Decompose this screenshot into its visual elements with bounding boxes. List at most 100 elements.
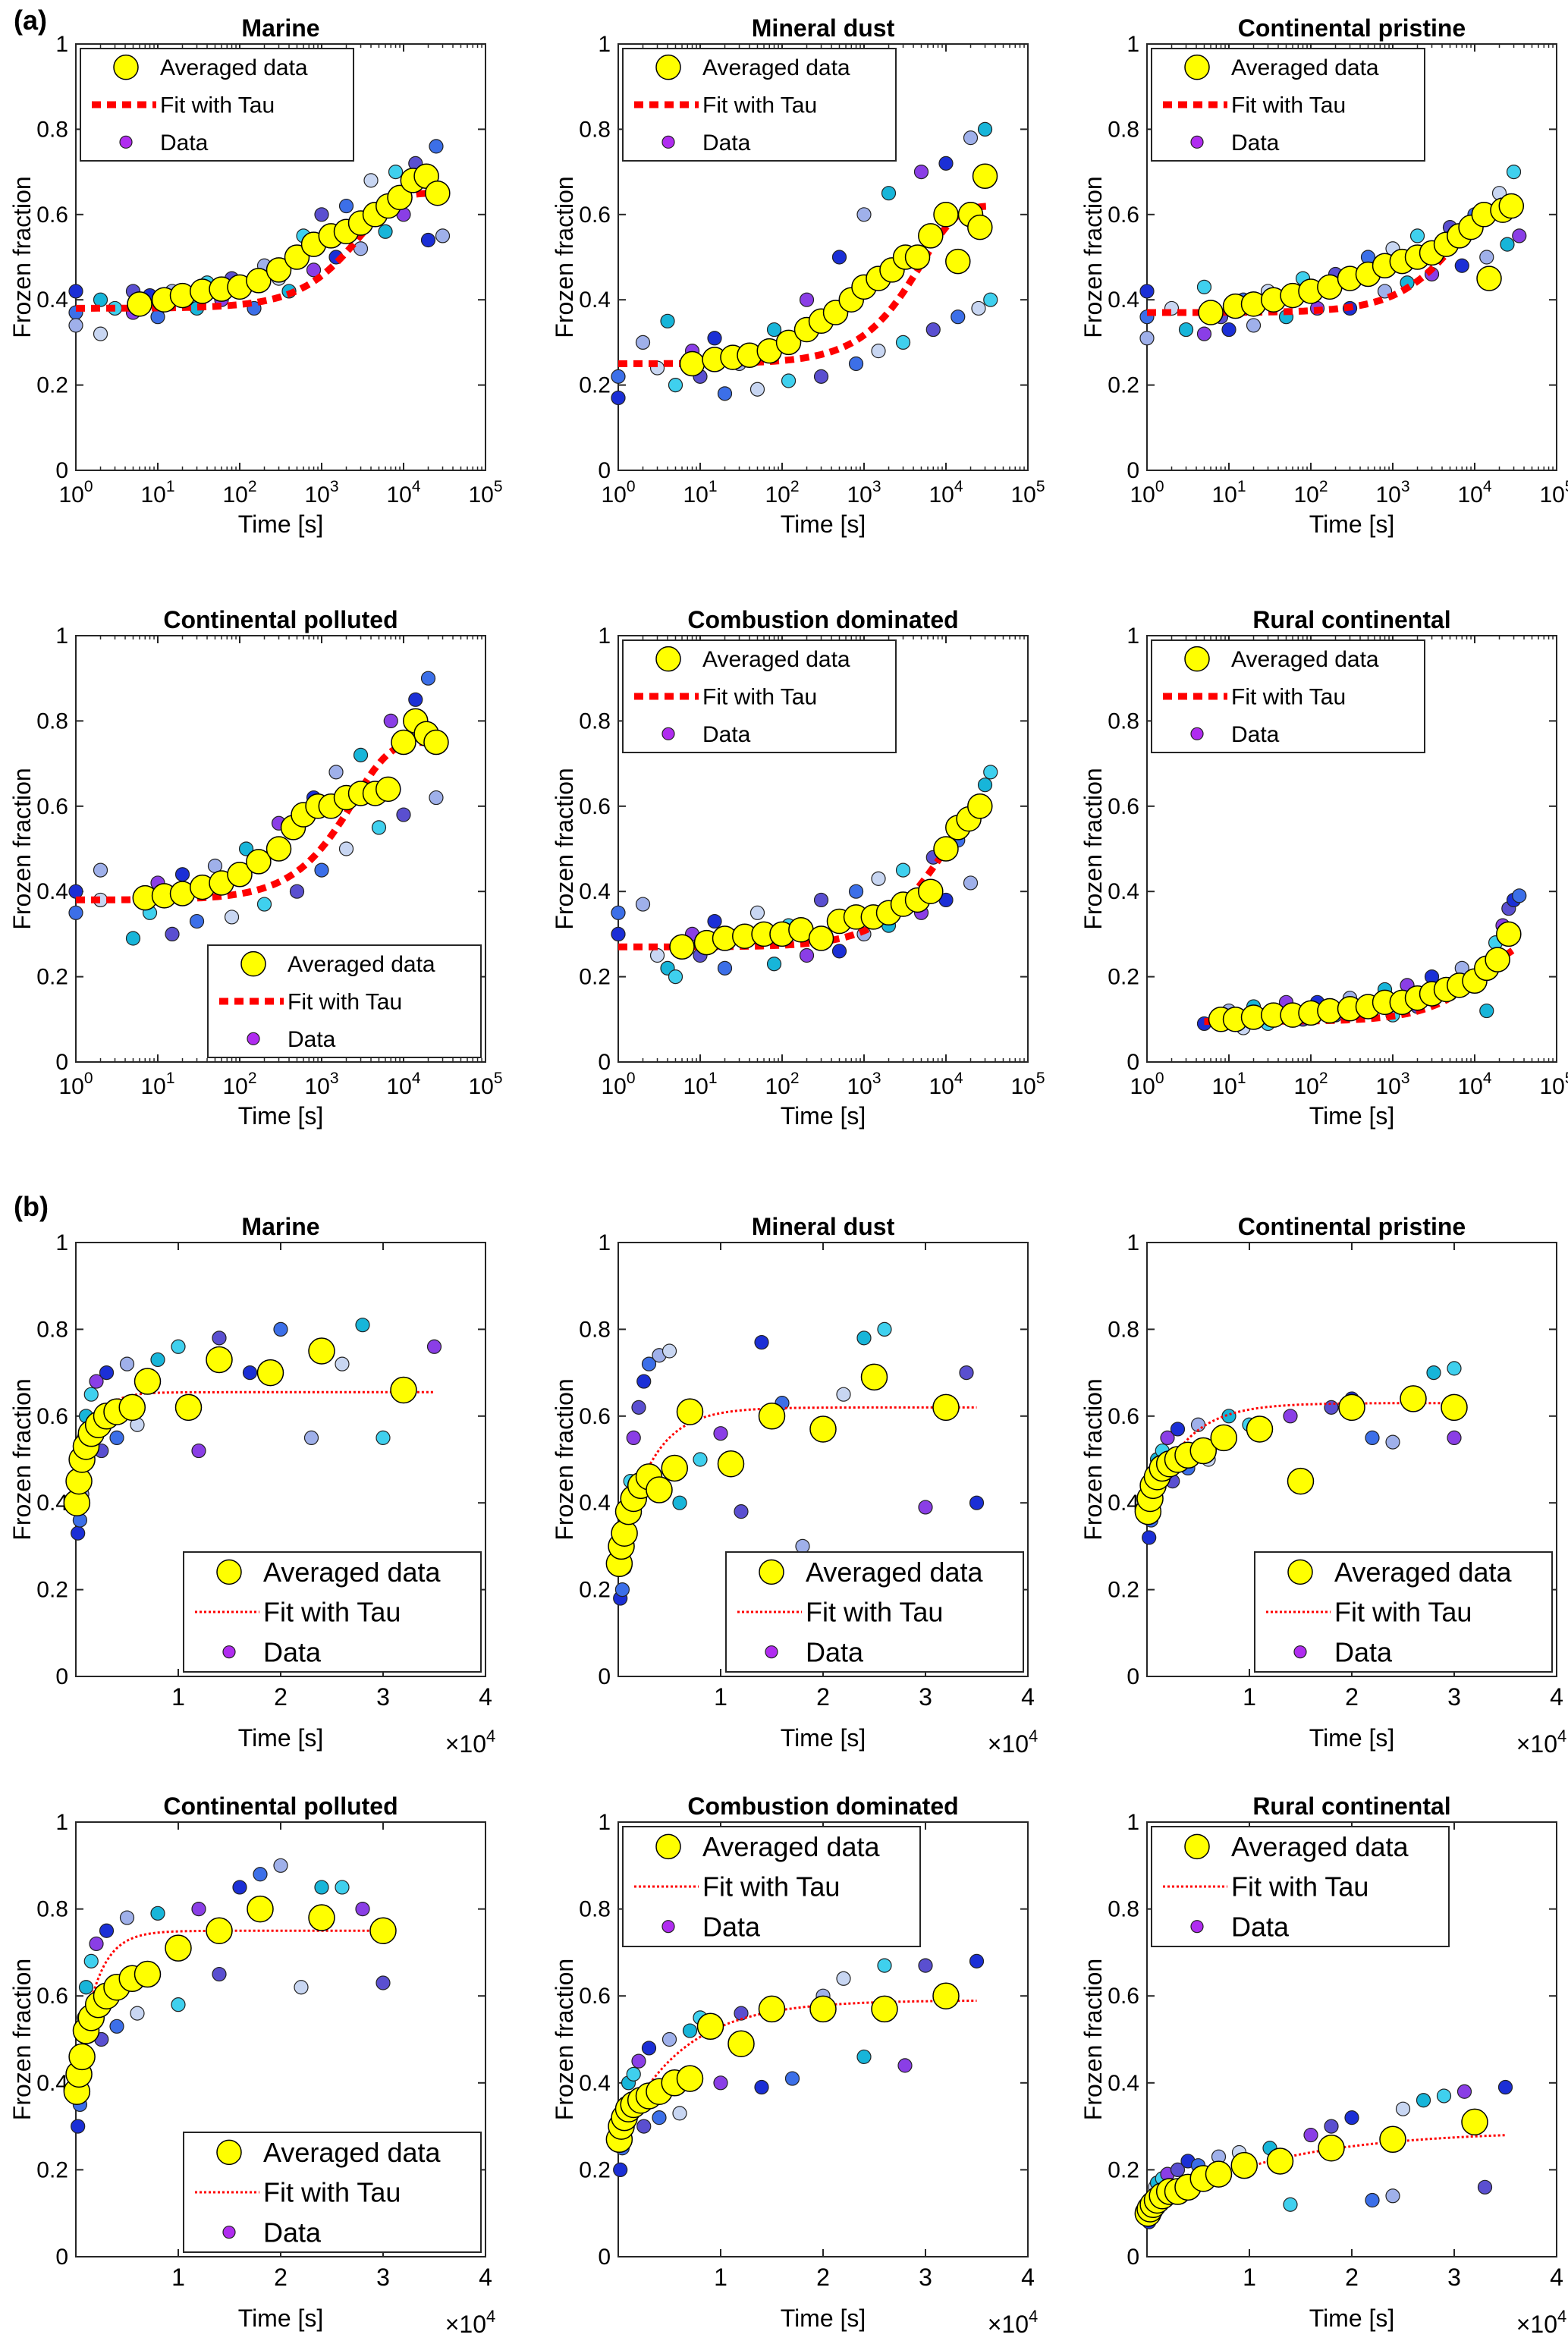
y-tick-label: 0 bbox=[1127, 1664, 1139, 1689]
y-tick-label: 0.4 bbox=[36, 2071, 68, 2096]
data-point bbox=[273, 1321, 288, 1337]
y-tick-label: 0.8 bbox=[579, 708, 611, 734]
averaged-point bbox=[972, 163, 998, 189]
legend-fit-label: Fit with Tau bbox=[702, 685, 817, 710]
data-point bbox=[707, 913, 722, 929]
x-tick-label-exponent: 0 bbox=[627, 1070, 636, 1087]
averaged-point bbox=[256, 1359, 284, 1387]
x-tick-label-base: 10 bbox=[601, 1074, 626, 1099]
averaged-point bbox=[134, 1368, 162, 1395]
x-tick-label: 104 bbox=[1457, 1070, 1491, 1099]
averaged-point bbox=[308, 1904, 335, 1931]
legend-data-marker bbox=[1190, 727, 1204, 740]
x-axis-multiplier-exponent: 4 bbox=[1557, 1726, 1566, 1745]
data-point bbox=[784, 2071, 800, 2086]
y-tick-label: 0 bbox=[55, 2245, 68, 2270]
data-point bbox=[314, 207, 329, 222]
averaged-point bbox=[246, 849, 272, 875]
y-tick-label: 0 bbox=[55, 1050, 68, 1075]
data-point bbox=[338, 841, 354, 856]
y-tick-label: 0.4 bbox=[1108, 1491, 1139, 1516]
legend-data-marker bbox=[661, 135, 675, 149]
data-point bbox=[717, 386, 733, 401]
legend-averaged-marker bbox=[1184, 1833, 1210, 1860]
x-tick-label: 4 bbox=[1550, 1683, 1563, 1711]
legend: Averaged data Fit with Tau Data bbox=[622, 639, 897, 753]
x-tick-label-base: 10 bbox=[1539, 1074, 1564, 1099]
chart-title: Marine bbox=[241, 14, 319, 42]
x-tick-label-exponent: 0 bbox=[84, 1070, 93, 1087]
y-tick-label: 0.4 bbox=[36, 287, 68, 313]
data-point bbox=[649, 947, 665, 963]
x-axis-label: Time [s] bbox=[781, 2305, 866, 2332]
averaged-point bbox=[904, 244, 931, 270]
data-point bbox=[693, 1452, 708, 1467]
data-point bbox=[959, 1365, 974, 1381]
x-tick-label: 101 bbox=[140, 1070, 174, 1099]
data-point bbox=[125, 931, 141, 946]
y-tick-label: 0.4 bbox=[36, 879, 68, 904]
x-tick-label-base: 10 bbox=[386, 482, 411, 507]
data-point bbox=[353, 747, 369, 762]
data-point bbox=[626, 1430, 641, 1446]
averaged-point bbox=[1338, 1393, 1365, 1422]
x-tick-label-exponent: 4 bbox=[1483, 1070, 1492, 1087]
data-point bbox=[848, 884, 864, 899]
data-point bbox=[1477, 2179, 1493, 2195]
x-tick-label: 104 bbox=[386, 478, 420, 507]
averaged-point bbox=[165, 1934, 192, 1962]
x-tick-label-base: 10 bbox=[765, 482, 790, 507]
data-point bbox=[983, 765, 998, 780]
data-point bbox=[78, 1980, 94, 1995]
x-tick-label: 103 bbox=[847, 478, 881, 507]
data-point bbox=[635, 897, 651, 912]
data-point bbox=[99, 1365, 115, 1381]
data-point bbox=[871, 871, 886, 886]
averaged-point bbox=[871, 1995, 898, 2023]
data-point bbox=[836, 1971, 851, 1986]
y-tick-label: 0.8 bbox=[1108, 117, 1139, 142]
data-point bbox=[668, 969, 683, 985]
x-tick-label-base: 10 bbox=[1539, 482, 1564, 507]
legend-fit-label: Fit with Tau bbox=[806, 1597, 943, 1628]
averaged-point bbox=[918, 878, 944, 904]
y-axis-label: Frozen fraction bbox=[8, 768, 36, 929]
x-tick-label: 101 bbox=[683, 478, 717, 507]
y-tick-label: 0.6 bbox=[1108, 1404, 1139, 1429]
data-point bbox=[1426, 1365, 1441, 1381]
x-tick-label: 4 bbox=[479, 2264, 492, 2291]
averaged-point bbox=[1476, 265, 1502, 291]
data-point bbox=[799, 947, 815, 963]
x-tick-label-exponent: 1 bbox=[1237, 478, 1246, 495]
data-points bbox=[71, 1858, 391, 2134]
x-tick-label-exponent: 4 bbox=[412, 1070, 421, 1087]
averaged-point bbox=[933, 202, 959, 228]
panel-label-b: (b) bbox=[14, 1191, 49, 1222]
y-tick-label: 0.4 bbox=[1108, 2071, 1139, 2096]
x-tick-label-base: 10 bbox=[929, 1074, 954, 1099]
y-tick-label: 0.2 bbox=[1108, 965, 1139, 990]
y-tick-label: 1 bbox=[1127, 624, 1139, 649]
y-axis-label: Frozen fraction bbox=[8, 1959, 36, 2120]
legend-data-label: Data bbox=[263, 1636, 322, 1667]
legend: Averaged data Fit with Tau Data bbox=[1151, 639, 1425, 753]
legend-averaged-marker bbox=[655, 54, 681, 80]
x-tick-label-exponent: 4 bbox=[954, 1070, 963, 1087]
data-points bbox=[68, 671, 444, 946]
data-point bbox=[1512, 228, 1527, 243]
y-tick-label: 0.4 bbox=[579, 287, 611, 313]
averaged-point bbox=[1189, 1437, 1217, 1465]
data-point bbox=[189, 913, 205, 929]
x-tick-label-exponent: 5 bbox=[1565, 1070, 1568, 1087]
x-tick-label: 3 bbox=[376, 2264, 390, 2291]
averaged-point bbox=[1496, 921, 1522, 947]
averaged-point bbox=[1400, 1385, 1427, 1412]
averaged-point bbox=[247, 1895, 274, 1923]
x-tick-label-exponent: 5 bbox=[1036, 478, 1045, 495]
data-point bbox=[641, 1356, 657, 1371]
data-point bbox=[918, 1500, 933, 1515]
x-tick-label-base: 10 bbox=[847, 482, 872, 507]
